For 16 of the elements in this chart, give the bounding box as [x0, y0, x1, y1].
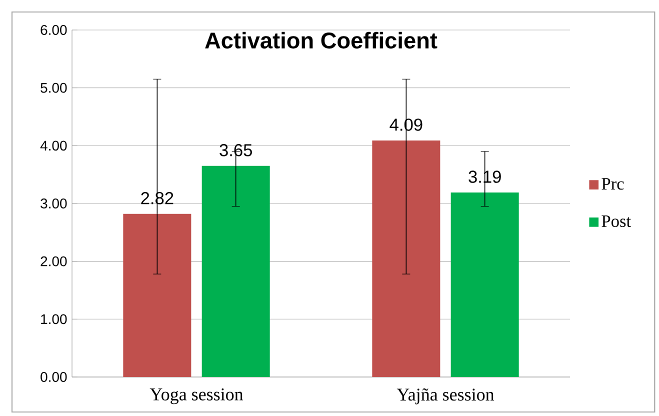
y-tick-label: 5.00	[40, 82, 67, 93]
bar	[202, 166, 270, 377]
bar	[123, 214, 192, 377]
chart-title: Activation Coefficient	[205, 32, 438, 49]
legend-label: Post	[602, 215, 631, 228]
x-tick-label: Yoga session	[150, 388, 244, 404]
y-tick-label: 2.00	[40, 256, 67, 266]
y-tick-label: 1.00	[41, 314, 67, 324]
y-tick-label: 6.00	[40, 25, 67, 35]
legend-label: Prc	[602, 178, 624, 190]
y-tick-label: 4.00	[40, 140, 67, 151]
y-tick-label: 3.00	[40, 198, 67, 208]
y-tick-label: 0.00	[40, 372, 67, 382]
data-label: 3.65	[220, 144, 252, 156]
bar	[450, 192, 519, 377]
x-tick-label: Yajña session	[396, 388, 494, 404]
